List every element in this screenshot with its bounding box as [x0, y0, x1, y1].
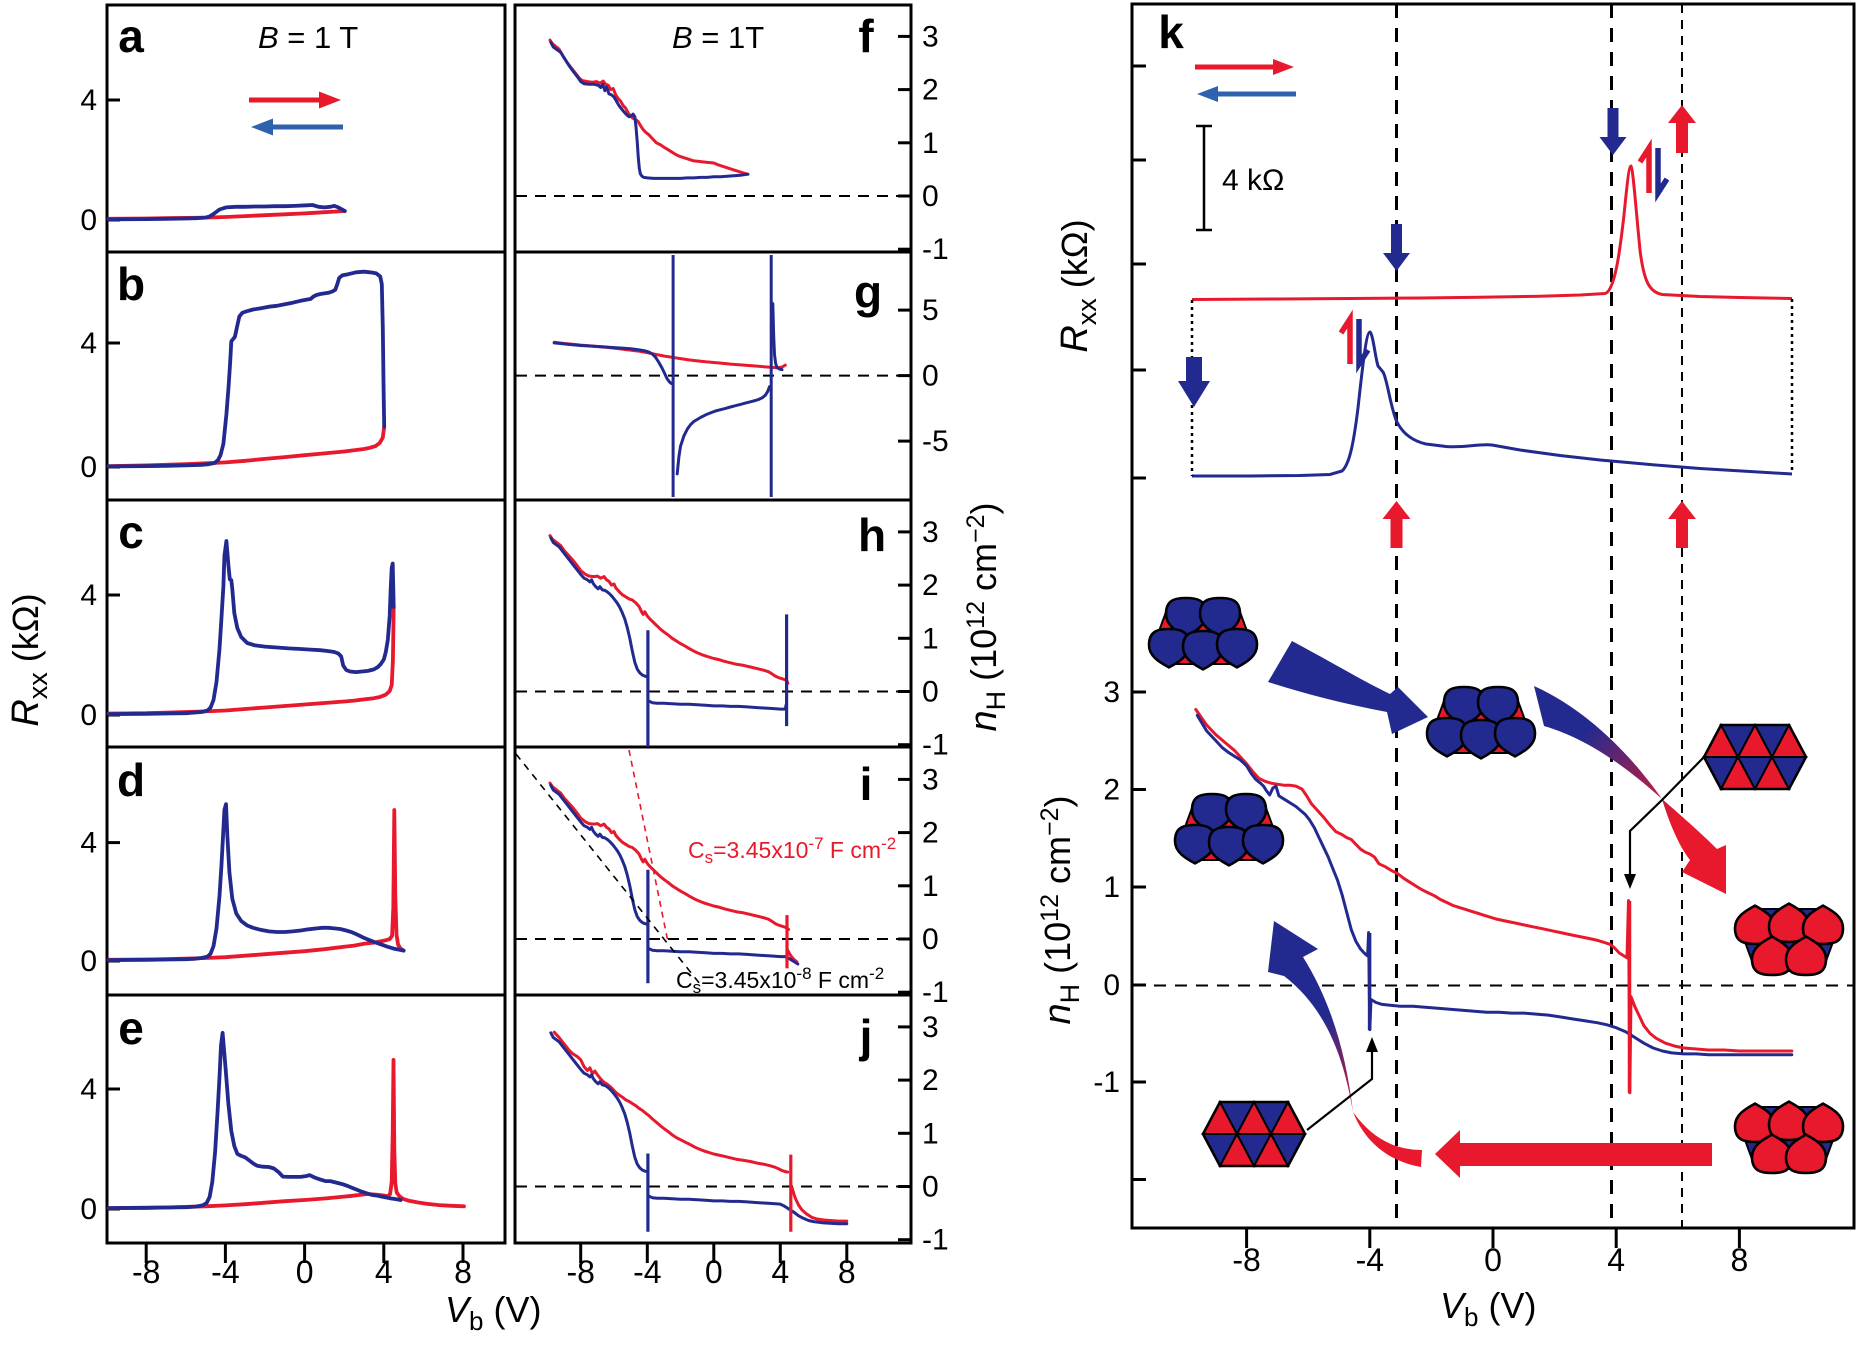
- svg-text:-5: -5: [922, 425, 949, 458]
- svg-text:-1: -1: [922, 976, 949, 1009]
- svg-text:j: j: [859, 1010, 873, 1062]
- svg-text:Rxx (kΩ): Rxx (kΩ): [5, 593, 53, 726]
- svg-text:-8: -8: [132, 1254, 160, 1290]
- svg-text:1: 1: [922, 870, 939, 903]
- svg-text:-4: -4: [633, 1254, 661, 1290]
- svg-text:4: 4: [375, 1254, 393, 1290]
- svg-text:4: 4: [80, 327, 97, 360]
- svg-text:0: 0: [80, 945, 97, 978]
- svg-text:0: 0: [80, 699, 97, 732]
- svg-text:a: a: [118, 10, 144, 62]
- svg-text:-8: -8: [1232, 1242, 1260, 1278]
- svg-text:-4: -4: [211, 1254, 239, 1290]
- svg-text:8: 8: [454, 1254, 472, 1290]
- svg-text:3: 3: [922, 763, 939, 796]
- svg-text:4 kΩ: 4 kΩ: [1222, 164, 1284, 197]
- svg-text:0: 0: [705, 1254, 723, 1290]
- svg-text:2: 2: [922, 569, 939, 602]
- svg-text:Cs=3.45x10-8 F cm-2: Cs=3.45x10-8 F cm-2: [676, 964, 884, 997]
- svg-text:4: 4: [80, 84, 97, 117]
- svg-text:c: c: [118, 506, 144, 558]
- svg-text:-4: -4: [1356, 1242, 1384, 1278]
- svg-text:nH (1012 cm−2): nH (1012 cm−2): [962, 502, 1011, 731]
- svg-text:0: 0: [80, 451, 97, 484]
- svg-text:-1: -1: [922, 1224, 949, 1257]
- svg-text:0: 0: [80, 1193, 97, 1226]
- svg-text:B = 1 T: B = 1 T: [258, 20, 358, 55]
- svg-text:-8: -8: [566, 1254, 594, 1290]
- svg-text:-1: -1: [922, 233, 949, 266]
- svg-text:4: 4: [771, 1254, 789, 1290]
- svg-text:Vb (V): Vb (V): [1440, 1285, 1536, 1332]
- svg-text:3: 3: [922, 20, 939, 53]
- svg-text:B = 1T: B = 1T: [672, 20, 764, 55]
- svg-text:2: 2: [1103, 774, 1120, 807]
- svg-text:g: g: [854, 266, 882, 318]
- svg-text:2: 2: [922, 817, 939, 850]
- svg-text:2: 2: [922, 74, 939, 107]
- svg-text:b: b: [117, 258, 145, 310]
- svg-text:0: 0: [922, 360, 939, 393]
- svg-text:4: 4: [80, 827, 97, 860]
- svg-text:nH (1012 cm−2): nH (1012 cm−2): [1036, 795, 1085, 1024]
- svg-text:0: 0: [922, 676, 939, 709]
- svg-text:-1: -1: [1093, 1066, 1120, 1099]
- svg-text:1: 1: [1103, 871, 1120, 904]
- svg-text:5: 5: [922, 294, 939, 327]
- svg-text:4: 4: [80, 579, 97, 612]
- svg-text:4: 4: [1607, 1242, 1625, 1278]
- svg-text:0: 0: [922, 1171, 939, 1204]
- svg-text:8: 8: [838, 1254, 856, 1290]
- svg-text:3: 3: [922, 1011, 939, 1044]
- svg-text:0: 0: [1484, 1242, 1502, 1278]
- svg-text:d: d: [117, 754, 145, 806]
- svg-text:h: h: [858, 509, 886, 561]
- svg-text:0: 0: [922, 180, 939, 213]
- svg-text:0: 0: [80, 204, 97, 237]
- svg-text:0: 0: [922, 923, 939, 956]
- svg-text:f: f: [858, 10, 874, 62]
- svg-text:4: 4: [80, 1073, 97, 1106]
- svg-text:0: 0: [1103, 969, 1120, 1002]
- svg-text:3: 3: [922, 516, 939, 549]
- svg-text:e: e: [118, 1002, 144, 1054]
- svg-text:3: 3: [1103, 676, 1120, 709]
- svg-text:Rxx (kΩ): Rxx (kΩ): [1054, 219, 1102, 352]
- svg-text:i: i: [860, 758, 873, 810]
- svg-text:1: 1: [922, 1117, 939, 1150]
- svg-text:0: 0: [296, 1254, 314, 1290]
- svg-text:-1: -1: [922, 729, 949, 762]
- svg-text:1: 1: [922, 127, 939, 160]
- svg-text:8: 8: [1731, 1242, 1749, 1278]
- svg-text:1: 1: [922, 622, 939, 655]
- svg-text:Cs=3.45x10-7 F cm-2: Cs=3.45x10-7 F cm-2: [688, 834, 896, 867]
- svg-text:k: k: [1158, 6, 1184, 58]
- svg-text:Vb (V): Vb (V): [445, 1289, 541, 1336]
- svg-text:2: 2: [922, 1064, 939, 1097]
